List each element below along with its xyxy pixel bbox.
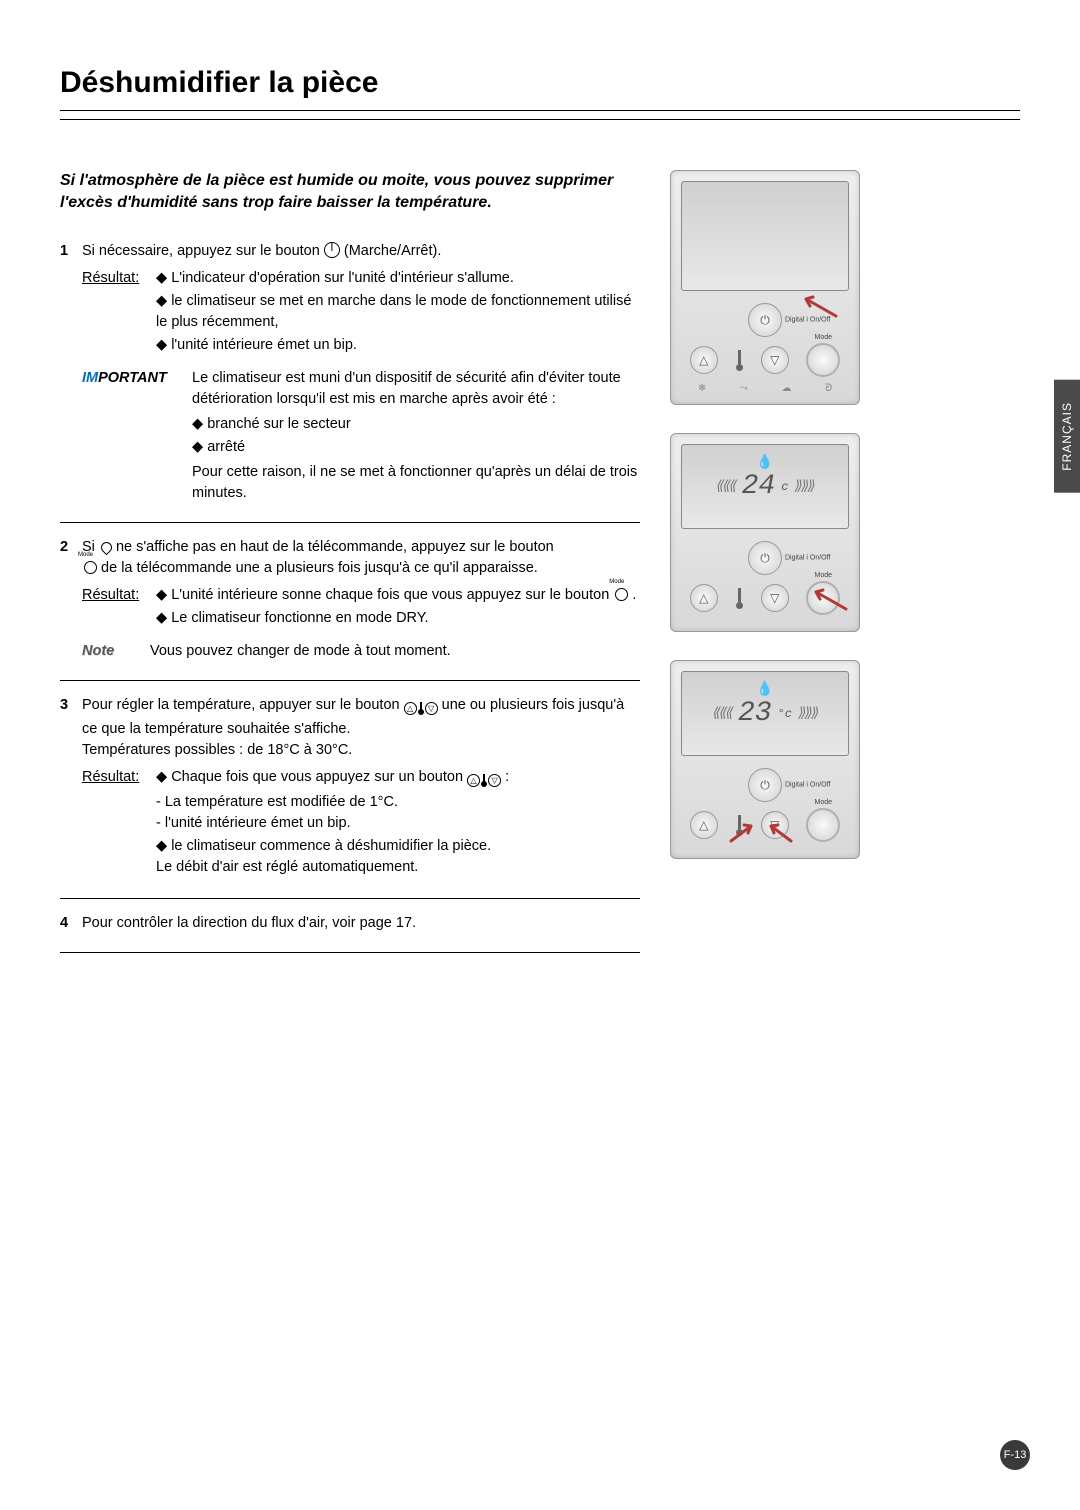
step-number: 1 [60, 241, 82, 358]
result-label: Résultat: [82, 585, 150, 631]
digital-onoff-label: Digital i On/Off [785, 317, 830, 324]
important-label: IMPORTANT [82, 368, 192, 504]
result-label: Résultat: [82, 767, 150, 879]
note-label: Note [82, 641, 150, 662]
screen-temp: 23 [738, 698, 772, 729]
power-button: ⏻ Digital i On/Off [748, 541, 782, 575]
step1-results: L'indicateur d'opération sur l'unité d'i… [156, 268, 640, 356]
sub-item: - l'unité intérieure émet un bip. [156, 815, 351, 831]
step2-results: L'unité intérieure sonne chaque fois que… [156, 585, 640, 629]
step2-text-b: ne s'affiche pas en haut de la télécomma… [116, 539, 554, 555]
sub-item: - La température est modifiée de 1°C. [156, 794, 398, 810]
illustrations-column: ⏻ Digital i On/Off △ ▽ Mode ❄ ⤳ ☁ [670, 170, 890, 967]
step3-text-a: Pour régler la température, appuyer sur … [82, 697, 404, 713]
dry-icon: ᘐ [825, 383, 832, 394]
power-button: ⏻ Digital i On/Off [748, 768, 782, 802]
temp-buttons-icon: △▽ [467, 770, 501, 791]
power-button: ⏻ Digital i On/Off [748, 303, 782, 337]
mode-icons-row: ❄ ⤳ ☁ ᘐ [681, 383, 849, 394]
step1-text-b: (Marche/Arrêt). [344, 243, 442, 259]
mode-icon [613, 586, 628, 603]
power-icon [324, 242, 340, 258]
step-1: 1 Si nécessaire, appuyez sur le bouton (… [60, 241, 640, 523]
page-title: Déshumidifier la pièce [60, 66, 378, 99]
screen-drop-icon: 💧 [756, 680, 773, 697]
result-item: l'unité intérieure émet un bip. [156, 335, 640, 356]
screen-temp: 24 [742, 471, 776, 502]
bars-left-icon: ⟪⟪⟪ [713, 705, 732, 722]
step-number: 3 [60, 695, 82, 879]
remote-illustration-2: 💧 ⟪⟪⟪ 24 c ⟫⟫⟫ ⏻ Digital i On/Off △ [670, 433, 860, 632]
title-block: Déshumidifier la pièce [60, 60, 1020, 120]
temp-up-button: △ [690, 346, 718, 374]
remote-illustration-3: 💧 ⟪⟪⟪ 23 °c ⟫⟫⟫ ⏻ Digital i On/Off △ [670, 660, 860, 859]
important-bullets: branché sur le secteur arrêté [192, 414, 640, 458]
step4-text: Pour contrôler la direction du flux d'ai… [82, 915, 416, 931]
mode-label: Mode [814, 572, 832, 579]
bars-right-icon: ⟫⟫⟫ [798, 705, 817, 722]
page-number: F-13 [1000, 1440, 1030, 1470]
temp-up-button: △ [690, 584, 718, 612]
result-item: Chaque fois que vous appuyez sur un bout… [156, 767, 640, 833]
bullet-item: branché sur le secteur [192, 414, 640, 435]
thermometer-icon [735, 815, 743, 836]
digital-onoff-label: Digital i On/Off [785, 782, 830, 789]
remote-screen: 💧 ⟪⟪⟪ 24 c ⟫⟫⟫ [681, 444, 849, 529]
result-item: L'unité intérieure sonne chaque fois que… [156, 585, 640, 606]
digital-onoff-label: Digital i On/Off [785, 555, 830, 562]
temp-buttons-icon: △▽ [404, 698, 438, 719]
mode-button: Mode [806, 343, 840, 377]
remote-screen: 💧 ⟪⟪⟪ 23 °c ⟫⟫⟫ [681, 671, 849, 756]
step-3: 3 Pour régler la température, appuyer su… [60, 695, 640, 898]
step3-results: Chaque fois que vous appuyez sur un bout… [156, 767, 640, 877]
note-text: Vous pouvez changer de mode à tout momen… [150, 641, 640, 662]
step1-text-a: Si nécessaire, appuyez sur le bouton [82, 243, 324, 259]
thermometer-icon [735, 350, 743, 371]
result-item: le climatiseur commence à déshumidifier … [156, 836, 640, 878]
swing-icon: ⤳ [740, 383, 748, 394]
cloud-icon: ☁ [781, 383, 791, 394]
bars-right-icon: ⟫⟫⟫ [794, 478, 813, 495]
remote-screen [681, 181, 849, 291]
mode-label: Mode [814, 799, 832, 806]
result-item: Le climatiseur fonctionne en mode DRY. [156, 608, 640, 629]
mode-icon [82, 559, 97, 576]
snow-icon: ❄ [698, 383, 706, 394]
step-4: 4 Pour contrôler la direction du flux d'… [60, 913, 640, 953]
temp-down-button: ▽ [761, 346, 789, 374]
manual-page: Déshumidifier la pièce Si l'atmosphère d… [0, 0, 1080, 1510]
step2-text-c: de la télécommande une a plusieurs fois … [101, 560, 538, 576]
important-text: Le climatiseur est muni d'un dispositif … [192, 370, 621, 407]
mode-label: Mode [814, 334, 832, 341]
temp-down-button: ▽ [761, 584, 789, 612]
step-number: 4 [60, 913, 82, 934]
thermometer-icon [735, 588, 743, 609]
intro-text: Si l'atmosphère de la pièce est humide o… [60, 170, 640, 213]
mode-button: Mode [806, 581, 840, 615]
step-2: 2 Si ne s'affiche pas en haut de la télé… [60, 537, 640, 681]
result-item: le climatiseur se met en marche dans le … [156, 291, 640, 333]
language-tab: FRANÇAIS [1054, 380, 1080, 493]
screen-unit: c [781, 480, 788, 494]
important-after: Pour cette raison, il ne se met à foncti… [192, 462, 640, 504]
remote-illustration-1: ⏻ Digital i On/Off △ ▽ Mode ❄ ⤳ ☁ [670, 170, 860, 405]
result-label: Résultat: [82, 268, 150, 358]
temp-up-button: △ [690, 811, 718, 839]
screen-drop-icon: 💧 [756, 453, 773, 470]
bullet-item: arrêté [192, 437, 640, 458]
mode-button: Mode [806, 808, 840, 842]
instructions-column: Si l'atmosphère de la pièce est humide o… [60, 170, 640, 967]
bars-left-icon: ⟪⟪⟪ [716, 478, 735, 495]
step3-text-c: Températures possibles : de 18°C à 30°C. [82, 742, 352, 758]
result-item: L'indicateur d'opération sur l'unité d'i… [156, 268, 640, 289]
temp-down-button: ▽ [761, 811, 789, 839]
drop-icon [99, 538, 112, 553]
screen-unit: °c [778, 707, 792, 721]
